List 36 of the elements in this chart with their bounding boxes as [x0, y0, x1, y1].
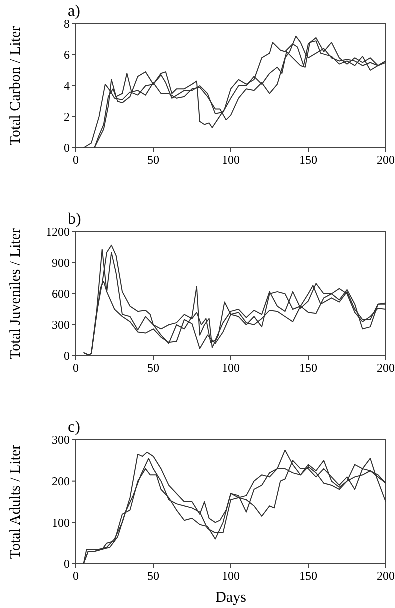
x-tick-label: 0	[73, 569, 79, 583]
y-tick-label: 300	[52, 318, 70, 332]
y-axis-title: Total Adults / Liter	[8, 444, 24, 560]
y-tick-label: 100	[52, 516, 70, 530]
x-tick-label: 100	[222, 153, 240, 167]
y-tick-label: 0	[64, 349, 70, 364]
y-tick-label: 0	[64, 141, 70, 156]
x-tick-label: 150	[300, 361, 318, 375]
x-tick-label: 0	[73, 361, 79, 375]
chart-title: a)	[68, 3, 80, 20]
x-tick-label: 0	[73, 153, 79, 167]
x-tick-label: 150	[300, 153, 318, 167]
y-tick-label: 900	[52, 256, 70, 270]
y-axis-title: Total Carbon / Liter	[8, 26, 24, 146]
x-tick-label: 100	[222, 569, 240, 583]
x-tick-label: 50	[148, 361, 160, 375]
y-tick-label: 8	[64, 17, 70, 32]
y-tick-label: 4	[64, 79, 70, 94]
chart-title: c)	[68, 419, 80, 436]
y-tick-label: 0	[64, 557, 70, 572]
x-tick-label: 150	[300, 569, 318, 583]
x-tick-label: 50	[148, 569, 160, 583]
y-tick-label: 6	[64, 48, 70, 62]
x-tick-label: 200	[377, 361, 395, 375]
y-axis-title: Total Juveniles / Liter	[8, 228, 24, 360]
x-tick-label: 100	[222, 361, 240, 375]
y-tick-label: 1200	[46, 225, 70, 240]
y-tick-label: 600	[52, 287, 70, 302]
y-tick-label: 2	[64, 110, 70, 124]
y-tick-label: 300	[52, 433, 70, 448]
x-tick-label: 50	[148, 153, 160, 167]
x-axis-title: Days	[216, 590, 247, 606]
x-tick-label: 200	[377, 153, 395, 167]
chart-title: b)	[68, 211, 82, 228]
x-tick-label: 200	[377, 569, 395, 583]
y-tick-label: 200	[52, 474, 70, 489]
